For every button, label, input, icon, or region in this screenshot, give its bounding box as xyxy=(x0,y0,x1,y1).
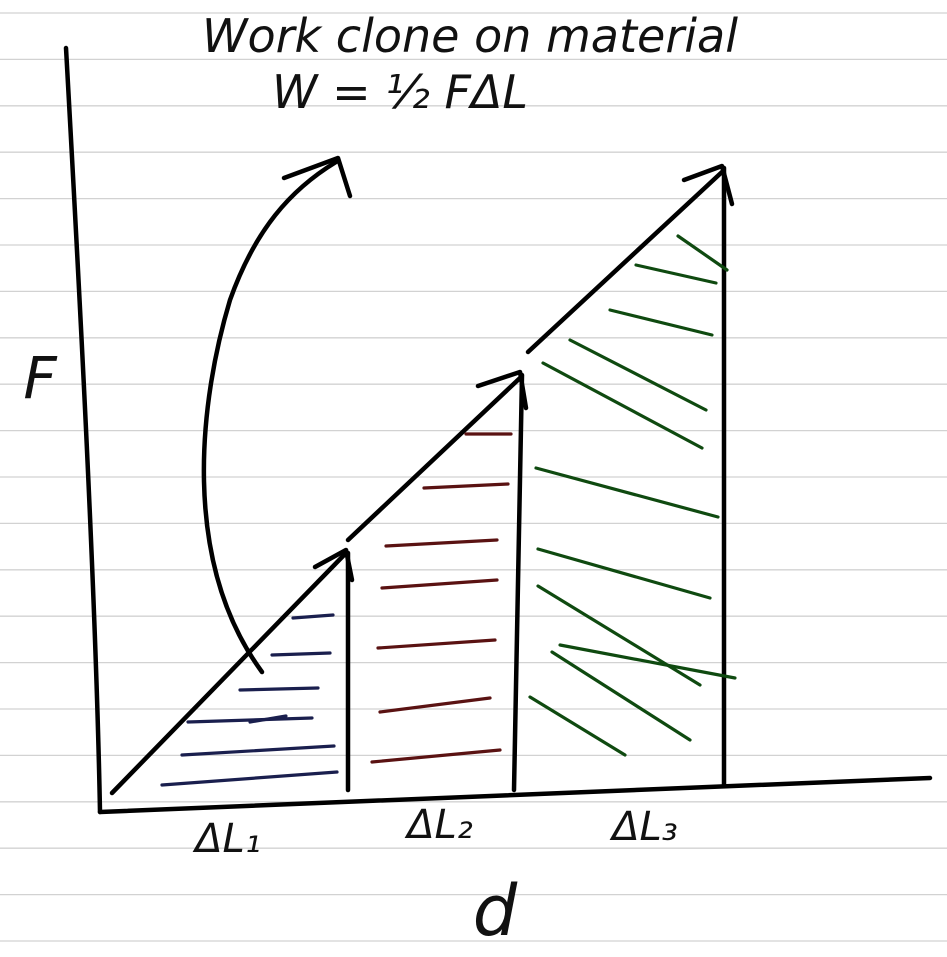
curved-arrow xyxy=(201,159,339,675)
hypotenuse-3 xyxy=(525,169,725,355)
hatch-segment-2 xyxy=(370,432,513,764)
x-axis xyxy=(97,775,933,815)
hatch-segment-3 xyxy=(528,234,737,757)
diagram-title: Work clone on material xyxy=(202,9,738,63)
triangle-segment-3 xyxy=(525,163,737,788)
triangle-segment-1 xyxy=(109,547,355,796)
notebook-rules xyxy=(0,12,947,942)
curved-arrowhead xyxy=(281,155,353,199)
hypotenuse-1 xyxy=(109,550,349,796)
arrowhead-2 xyxy=(475,369,529,411)
hatch-segment-1 xyxy=(160,613,339,787)
y-axis-label: F xyxy=(23,344,58,412)
vertical-edge-2 xyxy=(511,372,525,793)
arrowhead-1 xyxy=(312,547,355,583)
arrowhead-3 xyxy=(681,163,735,207)
y-axis xyxy=(63,45,103,815)
hypotenuse-2 xyxy=(345,375,523,543)
segment-label-2: ΔL₂ xyxy=(404,802,473,848)
formula: W = ½ FΔL xyxy=(272,65,528,119)
x-axis-label: d xyxy=(473,870,518,952)
triangle-segment-2 xyxy=(345,369,529,793)
segment-label-3: ΔL₃ xyxy=(609,804,678,850)
segment-label-1: ΔL₁ xyxy=(192,816,261,862)
